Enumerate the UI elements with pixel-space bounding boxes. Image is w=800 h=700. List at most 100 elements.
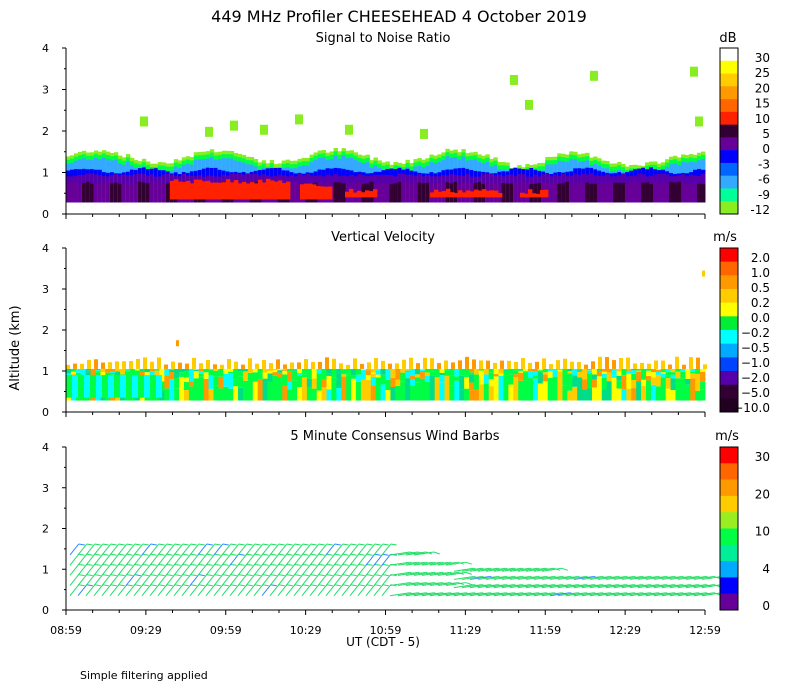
- wind-barb: [573, 575, 594, 580]
- velocity-cell: [537, 371, 544, 373]
- y-axis-label: Altitude (km): [8, 305, 23, 390]
- velocity-cell: [670, 374, 676, 379]
- wind-barb-flag: [190, 584, 197, 587]
- snr-red-cell: [528, 189, 533, 198]
- legend-swatch: [720, 289, 738, 303]
- wind-barb: [573, 592, 594, 597]
- velocity-edge: [115, 361, 119, 369]
- wind-barb: [77, 584, 88, 597]
- legend-swatch: [720, 479, 738, 497]
- wind-barb: [325, 543, 336, 556]
- wind-barb: [637, 592, 658, 597]
- velocity-cell: [267, 373, 273, 382]
- velocity-edge: [374, 358, 378, 369]
- snr-red-cell: [474, 189, 479, 198]
- velocity-cell: [611, 377, 617, 401]
- wind-barb-flag: [246, 563, 253, 566]
- wind-barb: [413, 551, 434, 556]
- y-tick-label: 3: [42, 283, 49, 296]
- wind-barb-flag: [150, 543, 157, 546]
- wind-barb: [389, 561, 410, 566]
- velocity-cell: [139, 370, 146, 372]
- legend-swatch: [720, 99, 738, 113]
- wind-barb-flag: [382, 574, 389, 577]
- velocity-cell: [680, 371, 686, 379]
- wind-barb-flag: [150, 584, 157, 587]
- velocity-cell: [665, 388, 671, 401]
- velocity-cell: [277, 377, 283, 401]
- wind-barb-flag: [318, 553, 325, 556]
- velocity-cell: [400, 368, 406, 371]
- wind-barb: [77, 564, 88, 576]
- velocity-cell: [611, 375, 617, 378]
- snr-red-cell: [286, 181, 291, 200]
- wind-barb-flag: [350, 584, 357, 587]
- velocity-cell: [134, 369, 141, 371]
- wind-barb: [445, 561, 466, 566]
- wind-barb-flag: [334, 543, 341, 546]
- velocity-cell: [356, 368, 362, 375]
- legend-swatch: [720, 447, 738, 464]
- velocity-cell: [410, 375, 416, 380]
- velocity-cell: [424, 375, 431, 382]
- x-tick-label: 08:59: [50, 624, 82, 637]
- wind-barb: [501, 567, 522, 572]
- velocity-edge: [682, 364, 686, 369]
- wind-barb: [549, 592, 570, 597]
- velocity-edge: [339, 363, 343, 369]
- snr-blob: [230, 120, 238, 131]
- velocity-cell: [523, 372, 529, 381]
- velocity-cell: [532, 368, 539, 372]
- wind-barb: [253, 553, 264, 566]
- velocity-edge: [94, 359, 98, 369]
- wind-barb-flag: [350, 574, 357, 577]
- snr-core-cell: [453, 181, 458, 203]
- legend-swatch: [720, 463, 738, 480]
- velocity-cell: [316, 390, 322, 401]
- wind-barb-flag: [334, 553, 341, 556]
- wind-barb: [541, 575, 562, 580]
- wind-barb: [133, 584, 144, 597]
- velocity-cell: [685, 378, 691, 385]
- velocity-cell: [395, 379, 401, 386]
- velocity-cell: [150, 375, 156, 398]
- velocity-cell: [498, 375, 504, 401]
- snr-red-cell: [226, 179, 231, 200]
- velocity-cell: [572, 386, 578, 401]
- wind-barb: [165, 574, 176, 586]
- snr-red-cell: [308, 183, 313, 200]
- wind-barb-flag: [238, 574, 245, 577]
- wind-barb: [317, 574, 328, 586]
- legend-swatch: [720, 48, 738, 62]
- velocity-spot: [176, 340, 179, 347]
- wind-barb-flag: [246, 574, 253, 577]
- snr-red-cell: [312, 184, 317, 200]
- wind-barb-flag: [86, 543, 93, 546]
- snr-red-cell: [486, 190, 491, 198]
- velocity-cell: [695, 390, 701, 401]
- velocity-cell: [370, 385, 377, 401]
- velocity-cell: [577, 368, 583, 370]
- wind-barb-flag: [382, 543, 389, 546]
- velocity-cell: [385, 390, 391, 401]
- snr-blob: [690, 66, 698, 77]
- wind-barb-flag: [294, 553, 301, 556]
- wind-barb: [397, 582, 418, 587]
- velocity-cell: [513, 377, 519, 401]
- y-tick-label: 0: [42, 406, 49, 419]
- velocity-cell: [700, 381, 706, 390]
- velocity-edge: [318, 361, 322, 369]
- wind-barb-flag: [342, 574, 349, 577]
- wind-barb: [125, 574, 136, 586]
- velocity-cell: [503, 375, 509, 401]
- wind-barb: [245, 553, 256, 566]
- velocity-cell: [336, 368, 342, 374]
- velocity-edge: [556, 360, 560, 369]
- wind-barb: [221, 543, 232, 556]
- velocity-cell: [105, 372, 111, 378]
- wind-barb: [205, 564, 216, 576]
- wind-barb-flag: [118, 574, 125, 577]
- wind-barb: [429, 571, 450, 576]
- wind-barb: [309, 553, 320, 566]
